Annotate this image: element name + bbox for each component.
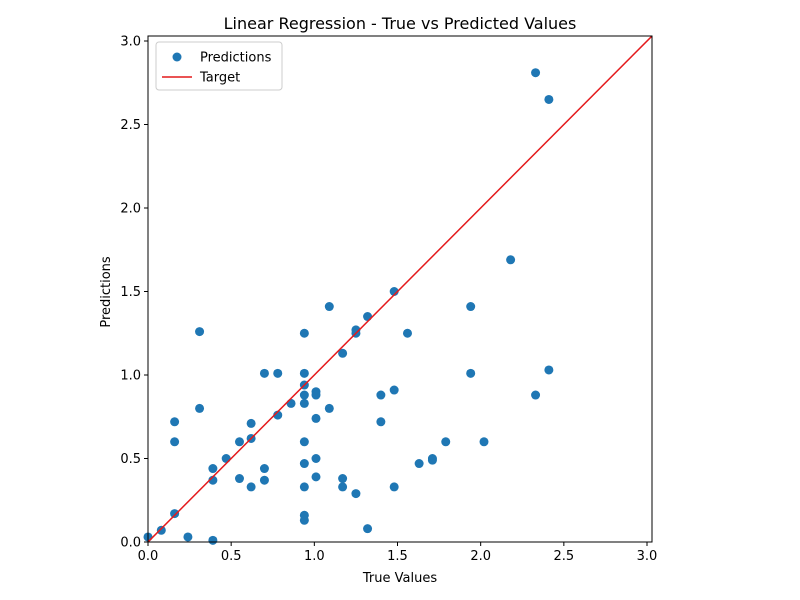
y-tick-label: 1.0 bbox=[120, 369, 141, 384]
x-tick-label: 3.0 bbox=[637, 549, 658, 564]
data-point bbox=[402, 328, 412, 338]
data-point bbox=[246, 418, 256, 428]
data-point bbox=[324, 403, 334, 413]
data-point bbox=[311, 413, 321, 423]
data-point bbox=[234, 474, 244, 484]
x-axis-label: True Values bbox=[362, 571, 437, 586]
data-point bbox=[299, 437, 309, 447]
data-point bbox=[299, 482, 309, 492]
data-point bbox=[338, 348, 348, 358]
data-point bbox=[338, 482, 348, 492]
data-point bbox=[208, 464, 218, 474]
data-point bbox=[273, 410, 283, 420]
data-point bbox=[234, 437, 244, 447]
data-point bbox=[466, 302, 476, 312]
data-point bbox=[183, 532, 193, 542]
data-point bbox=[246, 482, 256, 492]
data-point bbox=[195, 327, 205, 337]
data-point bbox=[324, 302, 334, 312]
y-axis-ticks: 0.0 0.5 1.0 1.5 2.0 2.5 3.0 bbox=[120, 35, 148, 551]
target-line bbox=[148, 36, 652, 542]
x-tick-label: 2.5 bbox=[553, 549, 574, 564]
legend: Predictions Target bbox=[155, 41, 283, 91]
y-tick-label: 0.0 bbox=[120, 536, 141, 551]
data-point bbox=[351, 489, 361, 499]
y-axis-label: Predictions bbox=[99, 256, 114, 328]
data-point bbox=[299, 459, 309, 469]
data-point bbox=[427, 455, 437, 465]
legend-target-label: Target bbox=[199, 71, 240, 86]
data-point bbox=[311, 454, 321, 464]
chart-title: Linear Regression - True vs Predicted Va… bbox=[224, 14, 577, 33]
data-point bbox=[156, 525, 166, 535]
y-tick-label: 2.5 bbox=[120, 118, 141, 133]
data-point bbox=[441, 437, 451, 447]
legend-box bbox=[155, 41, 283, 91]
legend-predictions-label: Predictions bbox=[200, 51, 272, 66]
data-point bbox=[389, 385, 399, 395]
y-tick-label: 1.5 bbox=[120, 285, 141, 300]
x-tick-label: 0.5 bbox=[221, 549, 242, 564]
x-tick-label: 2.0 bbox=[470, 549, 491, 564]
data-point bbox=[544, 94, 554, 104]
data-point bbox=[259, 464, 269, 474]
data-point bbox=[479, 437, 489, 447]
data-point bbox=[466, 368, 476, 378]
data-point bbox=[376, 417, 386, 427]
data-point bbox=[259, 368, 269, 378]
axes-frame bbox=[147, 35, 653, 543]
plot-area bbox=[143, 35, 653, 545]
data-point bbox=[363, 312, 373, 322]
data-point bbox=[531, 390, 541, 400]
data-point bbox=[221, 454, 231, 464]
data-point bbox=[311, 390, 321, 400]
legend-predictions-marker bbox=[172, 52, 182, 62]
x-axis-ticks: 0.0 0.5 1.0 1.5 2.0 2.5 3.0 bbox=[138, 542, 658, 564]
data-point bbox=[363, 524, 373, 534]
data-point bbox=[531, 68, 541, 78]
data-point bbox=[299, 368, 309, 378]
data-point bbox=[208, 475, 218, 485]
data-point bbox=[170, 509, 180, 519]
data-point bbox=[376, 390, 386, 400]
x-tick-label: 1.5 bbox=[387, 549, 408, 564]
data-point bbox=[389, 482, 399, 492]
data-point bbox=[338, 474, 348, 484]
data-point bbox=[273, 368, 283, 378]
data-point bbox=[299, 515, 309, 525]
data-point bbox=[389, 287, 399, 297]
y-tick-label: 2.0 bbox=[120, 202, 141, 217]
data-point bbox=[299, 398, 309, 408]
data-point bbox=[299, 328, 309, 338]
data-point bbox=[544, 365, 554, 375]
data-point bbox=[170, 417, 180, 427]
x-tick-label: 0.0 bbox=[138, 549, 159, 564]
data-point bbox=[311, 472, 321, 482]
y-tick-label: 3.0 bbox=[120, 35, 141, 50]
x-tick-label: 1.0 bbox=[304, 549, 325, 564]
data-point bbox=[259, 475, 269, 485]
data-point bbox=[286, 398, 296, 408]
data-point bbox=[506, 255, 516, 265]
data-point bbox=[299, 390, 309, 400]
y-tick-label: 0.5 bbox=[120, 452, 141, 467]
data-point bbox=[414, 459, 424, 469]
data-point bbox=[195, 403, 205, 413]
data-point bbox=[208, 535, 218, 545]
data-point bbox=[170, 437, 180, 447]
